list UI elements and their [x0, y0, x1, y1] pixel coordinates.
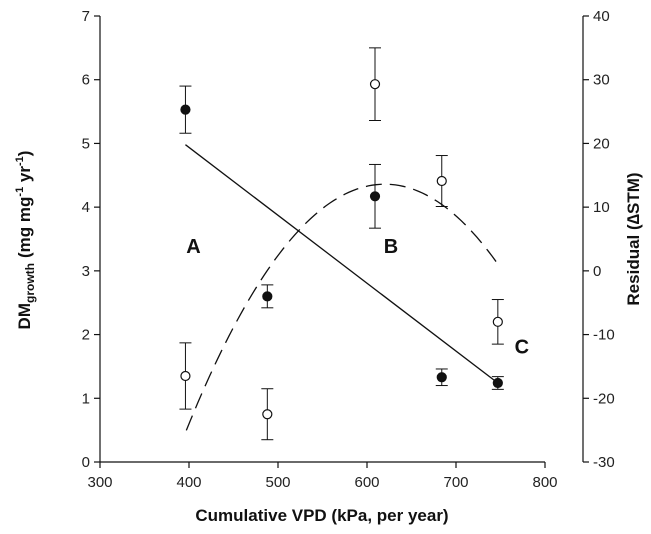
- x-tick-label: 500: [265, 474, 290, 491]
- y-left-title-sup2: -1: [14, 156, 26, 166]
- y-left-tick-label: 1: [82, 390, 90, 407]
- y-left-tick-label: 7: [82, 8, 90, 25]
- y-left-tick-label: 2: [82, 327, 90, 344]
- x-tick-label: 800: [532, 474, 557, 491]
- y-left-title-main: DM: [15, 303, 34, 329]
- plot-frame: [99, 16, 584, 463]
- open-data-point: [262, 409, 273, 420]
- open-data-point: [492, 316, 503, 327]
- filled-data-point: [492, 377, 503, 389]
- fit-lines: [185, 144, 499, 431]
- x-tick-label: 400: [176, 474, 201, 491]
- x-axis-ticks: 300 400 500 600 700 800: [87, 462, 558, 491]
- quadratic-fit-curve: [185, 183, 497, 431]
- y-left-title-end: ): [15, 151, 34, 157]
- panel-letters: A B C: [186, 236, 529, 359]
- y-left-axis-title: DMgrowth(mg mg-1 yr-1): [14, 151, 37, 330]
- y-left-title-subscript: growth: [23, 263, 37, 303]
- filled-data-point: [436, 372, 447, 383]
- y-left-tick-label: 4: [82, 199, 90, 216]
- panel-letter-b: B: [384, 236, 398, 258]
- panel-letter-c: C: [515, 337, 529, 359]
- y-right-tick-label: -30: [593, 454, 615, 471]
- open-data-point: [436, 175, 447, 187]
- linear-fit-line: [185, 144, 499, 384]
- y-left-tick-label: 5: [82, 135, 90, 152]
- x-tick-label: 300: [87, 474, 112, 491]
- x-tick-label: 600: [354, 474, 379, 491]
- filled-data-point: [180, 104, 191, 115]
- x-tick-label: 700: [443, 474, 468, 491]
- panel-letter-a: A: [186, 236, 200, 258]
- filled-data-point: [369, 191, 381, 202]
- y-left-title-units: (mg mg: [15, 197, 34, 258]
- y-left-tick-label: 3: [82, 263, 90, 280]
- open-data-point: [180, 370, 191, 382]
- x-axis-title: Cumulative VPD (kPa, per year): [195, 506, 448, 525]
- y-right-tick-label: 20: [593, 135, 610, 152]
- y-right-tick-label: 40: [593, 8, 610, 25]
- y-left-tick-label: 6: [82, 72, 90, 89]
- y-left-title-mid: yr: [15, 166, 34, 187]
- y-right-tick-label: -20: [593, 390, 615, 407]
- y-right-axis-ticks: -30 -20 -10 0 10 20 30 40: [583, 8, 615, 471]
- y-left-axis-ticks: 0 1 2 3 4 5 6 7: [82, 8, 100, 471]
- y-right-axis-title: Residual (∆STM): [624, 172, 643, 305]
- y-right-tick-label: -10: [593, 327, 615, 344]
- open-data-point: [369, 79, 381, 90]
- y-right-tick-label: 30: [593, 72, 610, 89]
- data-points: [179, 47, 504, 441]
- filled-data-point: [262, 291, 273, 302]
- y-right-tick-label: 10: [593, 199, 610, 216]
- y-left-title-sup1: -1: [14, 187, 26, 197]
- y-right-tick-label: 0: [593, 263, 601, 280]
- y-left-tick-label: 0: [82, 454, 90, 471]
